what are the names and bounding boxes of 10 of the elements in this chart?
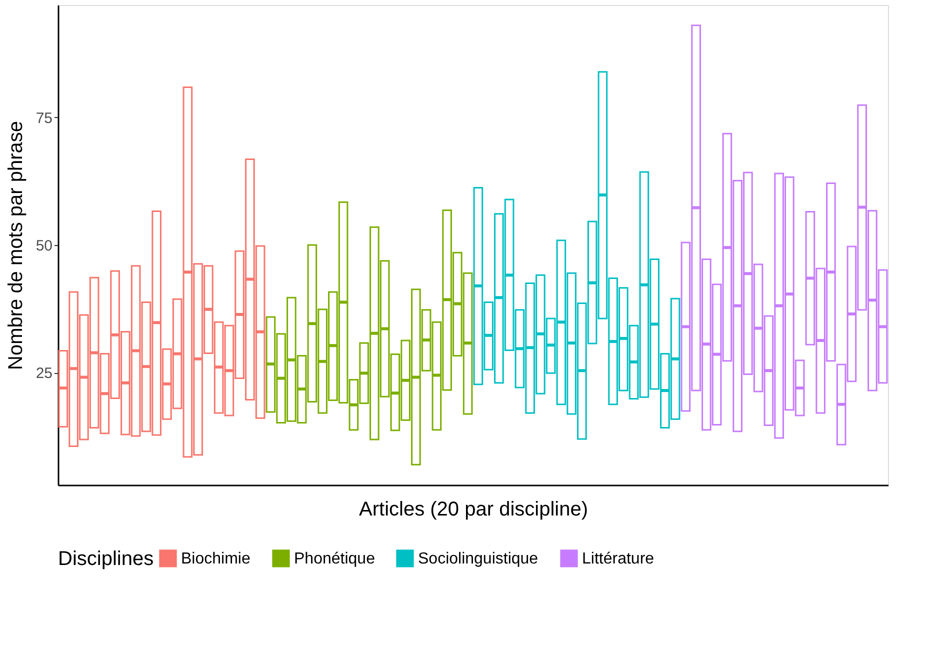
y-tick-label: 75 xyxy=(36,110,52,127)
y-tick-label: 25 xyxy=(36,365,52,382)
y-tick-label: 50 xyxy=(36,238,52,254)
legend-label: Biochimie xyxy=(181,550,250,568)
legend-title: Disciplines xyxy=(58,548,154,570)
legend-label: Phonétique xyxy=(294,550,376,568)
legend-label: Littérature xyxy=(582,550,654,568)
x-axis-title: Articles (20 par discipline) xyxy=(359,498,588,520)
legend-label: Sociolinguistique xyxy=(418,550,538,568)
y-axis-title: Nombre de mots par phrase xyxy=(4,120,27,370)
